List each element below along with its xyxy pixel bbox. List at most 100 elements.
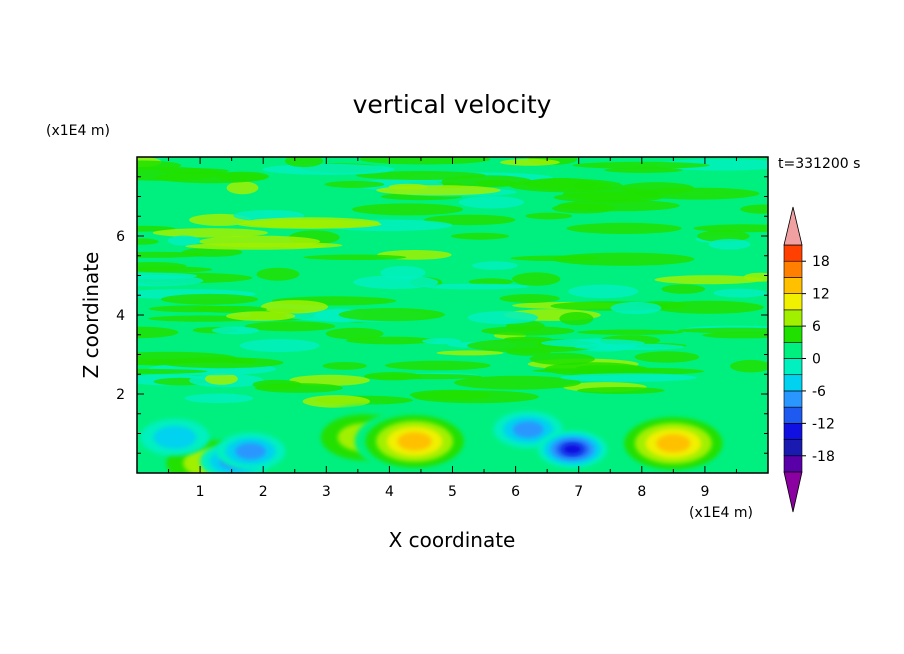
noise-streak xyxy=(137,251,205,258)
noise-streak xyxy=(458,196,524,209)
colorbar-segment xyxy=(783,325,803,343)
noise-streak xyxy=(303,254,407,261)
noise-streak xyxy=(481,326,575,336)
noise-streak xyxy=(730,359,768,373)
noise-streak xyxy=(325,327,384,340)
noise-streak xyxy=(568,284,639,299)
y-tick-label: 2 xyxy=(116,387,125,403)
noise-streak xyxy=(160,293,259,305)
noise-streak xyxy=(167,235,200,246)
noise-streak xyxy=(211,326,260,335)
noise-streak xyxy=(424,214,516,226)
noise-streak xyxy=(322,362,367,370)
noise-streak xyxy=(560,373,697,382)
noise-streak xyxy=(740,204,768,214)
y-tick-label: 6 xyxy=(116,229,125,245)
x-tick-label: 6 xyxy=(511,484,520,500)
noise-streak xyxy=(525,212,573,220)
noise-streak xyxy=(468,278,514,286)
contour-band xyxy=(235,443,266,460)
noise-streak xyxy=(159,357,284,369)
noise-streak xyxy=(454,375,581,390)
noise-streak xyxy=(302,395,370,408)
colorbar-segment xyxy=(783,293,803,311)
noise-streak xyxy=(552,252,695,266)
noise-streak xyxy=(226,311,296,321)
colorbar-segment xyxy=(783,309,803,327)
noise-streak xyxy=(577,387,665,394)
time-label: t=331200 s xyxy=(778,156,860,172)
noise-streak xyxy=(743,272,768,282)
noise-streak xyxy=(610,301,662,315)
noise-streak xyxy=(137,266,213,273)
noise-streak xyxy=(376,185,501,196)
noise-streak xyxy=(697,230,750,243)
noise-streak xyxy=(256,267,300,281)
noise-streak xyxy=(677,327,768,334)
noise-streak xyxy=(422,338,462,345)
y-tick-label: 4 xyxy=(116,308,125,324)
noise-streak xyxy=(261,300,328,314)
plot-area xyxy=(137,157,768,473)
noise-streak xyxy=(575,365,647,371)
noise-streak xyxy=(352,203,464,216)
contour-band xyxy=(512,421,544,438)
noise-streak xyxy=(359,157,491,165)
colorbar-segment xyxy=(783,439,803,457)
colorbar-segment xyxy=(783,374,803,392)
noise-streak xyxy=(661,284,706,294)
colorbar-tick-label: 12 xyxy=(812,287,830,303)
noise-streak xyxy=(541,338,645,348)
noise-streak xyxy=(634,351,700,363)
noise-streak xyxy=(226,181,259,195)
noise-streak xyxy=(708,239,751,250)
noise-streak xyxy=(653,300,764,314)
noise-streak xyxy=(505,348,551,356)
colorbar-segment xyxy=(783,277,803,294)
colorbar-tick-label: 18 xyxy=(812,254,830,270)
colorbar-tick-label: -12 xyxy=(812,416,835,432)
noise-streak xyxy=(324,180,385,188)
noise-streak xyxy=(436,350,504,356)
contour-band xyxy=(656,434,691,453)
velocity-feature-updraft xyxy=(613,411,734,473)
noise-streak xyxy=(713,288,767,298)
x-tick-label: 3 xyxy=(322,484,331,500)
noise-streak xyxy=(509,178,623,193)
colorbar: -18 -12 -6 0 6 12 18 xyxy=(783,206,835,513)
x-unit-label: (x1E4 m) xyxy=(689,505,753,521)
noise-streak xyxy=(252,379,302,390)
colorbar-tick-label: -18 xyxy=(812,449,835,465)
noise-streak xyxy=(654,275,764,285)
noise-streak xyxy=(152,228,268,238)
colorbar-tick-label: 6 xyxy=(812,319,821,335)
noise-streak xyxy=(604,167,683,173)
velocity-feature-downdraft xyxy=(215,432,286,470)
noise-streak xyxy=(559,312,594,326)
noise-streak xyxy=(702,332,768,339)
noise-streak xyxy=(185,242,327,250)
noise-streak xyxy=(512,272,561,286)
noise-streak xyxy=(572,161,710,169)
colorbar-segment xyxy=(783,423,803,440)
noise-streak xyxy=(204,373,238,385)
noise-streak xyxy=(137,275,204,287)
noise-streak xyxy=(467,311,538,325)
noise-streak xyxy=(450,232,510,240)
colorbar-segment xyxy=(783,358,803,376)
noise-streak xyxy=(137,326,179,339)
colorbar-segment xyxy=(783,260,803,278)
chart-title: vertical velocity xyxy=(353,90,552,119)
noise-streak xyxy=(384,360,491,371)
noise-streak xyxy=(353,275,439,290)
x-tick-label: 1 xyxy=(196,484,205,500)
x-tick-label: 4 xyxy=(385,484,394,500)
noise-streak xyxy=(137,160,182,171)
noise-streak xyxy=(441,175,532,188)
y-axis-label: Z coordinate xyxy=(79,252,103,379)
contour-band xyxy=(153,426,197,449)
noise-streaks xyxy=(137,157,768,408)
noise-streak xyxy=(154,172,268,184)
colorbar-segment xyxy=(783,390,803,408)
